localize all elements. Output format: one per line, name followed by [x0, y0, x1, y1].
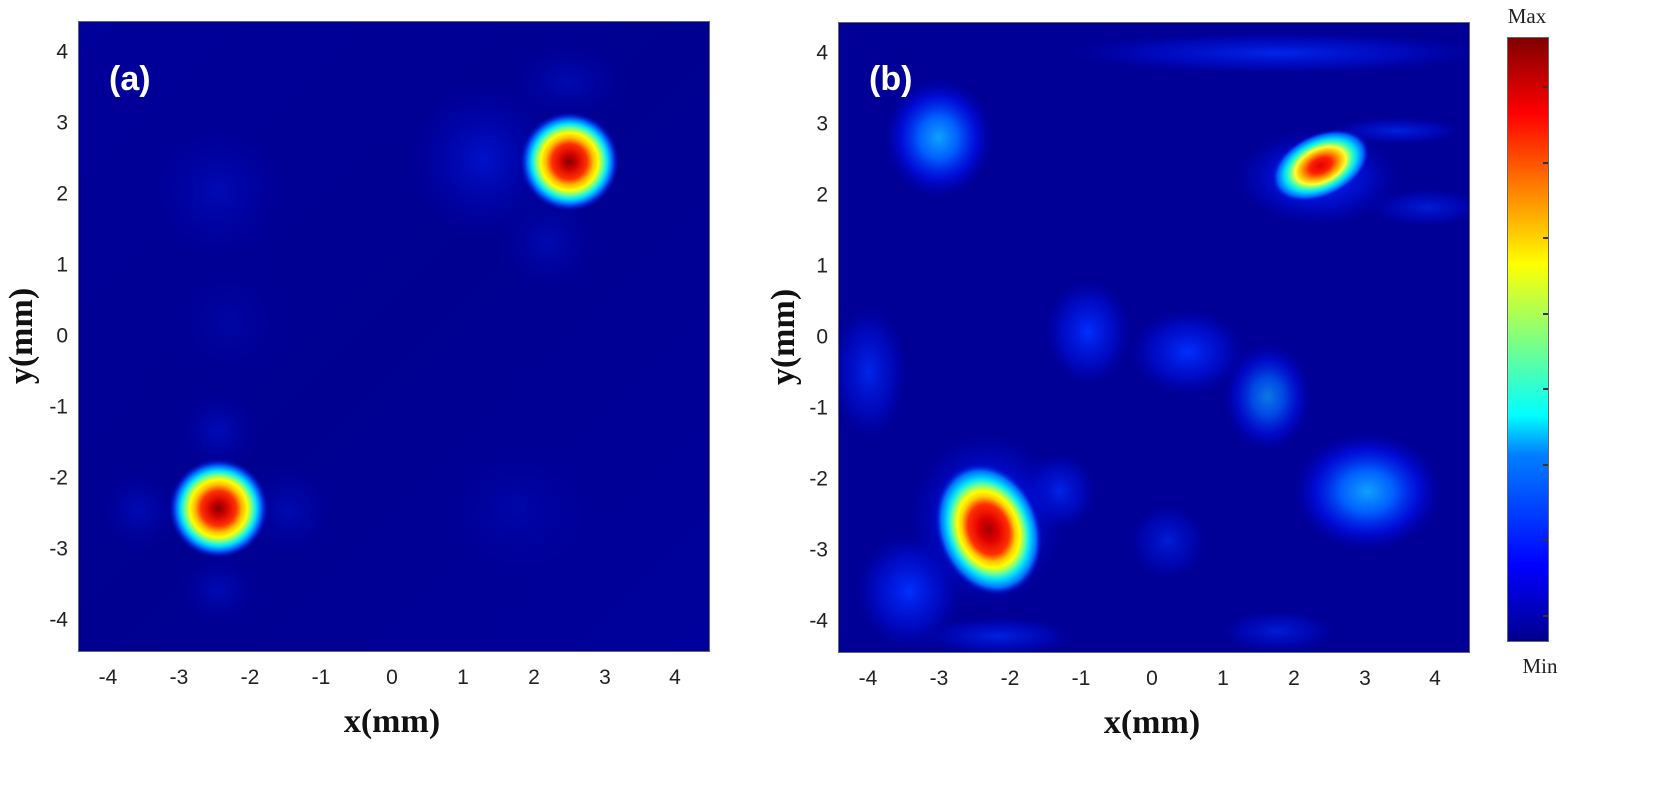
x-tick-label: 1	[457, 666, 469, 689]
y-tick-label: 2	[56, 182, 68, 206]
y-tick-label: 3	[816, 112, 828, 136]
y-tick-label: -2	[809, 467, 828, 491]
x-tick-label: -1	[1071, 667, 1091, 690]
y-tick-label: -4	[49, 608, 68, 632]
y-tick-label: -1	[809, 396, 828, 420]
panel-label-a: (a)	[109, 60, 151, 98]
x-tick-label: 2	[528, 666, 540, 689]
heatmap-a: (a)	[78, 21, 710, 652]
x-tick-label: -4	[858, 667, 878, 690]
x-tick-label: 3	[1359, 667, 1371, 690]
y-tick-label: 1	[56, 253, 68, 277]
colorbar-min-label: Min	[1522, 654, 1558, 678]
x-tick-label: 4	[669, 666, 681, 689]
colorbar-tick	[1543, 615, 1548, 617]
x-axis-title-b: x(mm)	[1103, 704, 1201, 741]
y-tick-label: -3	[49, 537, 68, 561]
y-tick-label: 0	[56, 324, 68, 348]
y-tick-label: 4	[56, 40, 68, 64]
x-tick-label: -1	[311, 666, 331, 689]
y-tick-label: 0	[816, 325, 828, 349]
heatmap-b: (b)	[838, 22, 1470, 653]
colorbar-tick	[1543, 237, 1548, 239]
colorbar-tick	[1543, 162, 1548, 164]
colorbar-tick	[1543, 539, 1548, 541]
y-tick-label: -1	[49, 395, 68, 419]
y-tick-label: -4	[809, 609, 828, 633]
colorbar-tick	[1543, 86, 1548, 88]
heatmap-a-image	[79, 22, 709, 651]
y-axis-title-a: y(mm)	[3, 287, 40, 385]
x-tick-label: 3	[599, 666, 611, 689]
y-tick-label: 2	[816, 183, 828, 207]
colorbar-tick	[1543, 464, 1548, 466]
x-tick-label: -3	[929, 667, 949, 690]
y-tick-label: -2	[49, 466, 68, 490]
x-tick-label: 4	[1429, 667, 1441, 690]
colorbar-max-label: Max	[1507, 4, 1547, 28]
y-axis-title-b: y(mm)	[765, 288, 802, 386]
x-tick-label: 1	[1217, 667, 1229, 690]
x-tick-label: -4	[98, 666, 118, 689]
x-axis-title-a: x(mm)	[343, 703, 441, 740]
y-tick-label: 3	[56, 111, 68, 135]
y-tick-label: 1	[816, 254, 828, 278]
x-tick-label: 0	[386, 666, 398, 689]
colorbar-tick	[1543, 388, 1548, 390]
y-tick-label: 4	[816, 41, 828, 65]
heatmap-b-image	[839, 23, 1469, 652]
x-tick-label: 2	[1288, 667, 1300, 690]
panel-label-b: (b)	[869, 60, 913, 98]
colorbar-tick	[1543, 313, 1548, 315]
x-tick-label: -3	[169, 666, 189, 689]
y-tick-label: -3	[809, 538, 828, 562]
x-tick-label: -2	[240, 666, 260, 689]
colorbar	[1507, 37, 1549, 642]
x-tick-label: 0	[1146, 667, 1158, 690]
x-tick-label: -2	[1000, 667, 1020, 690]
